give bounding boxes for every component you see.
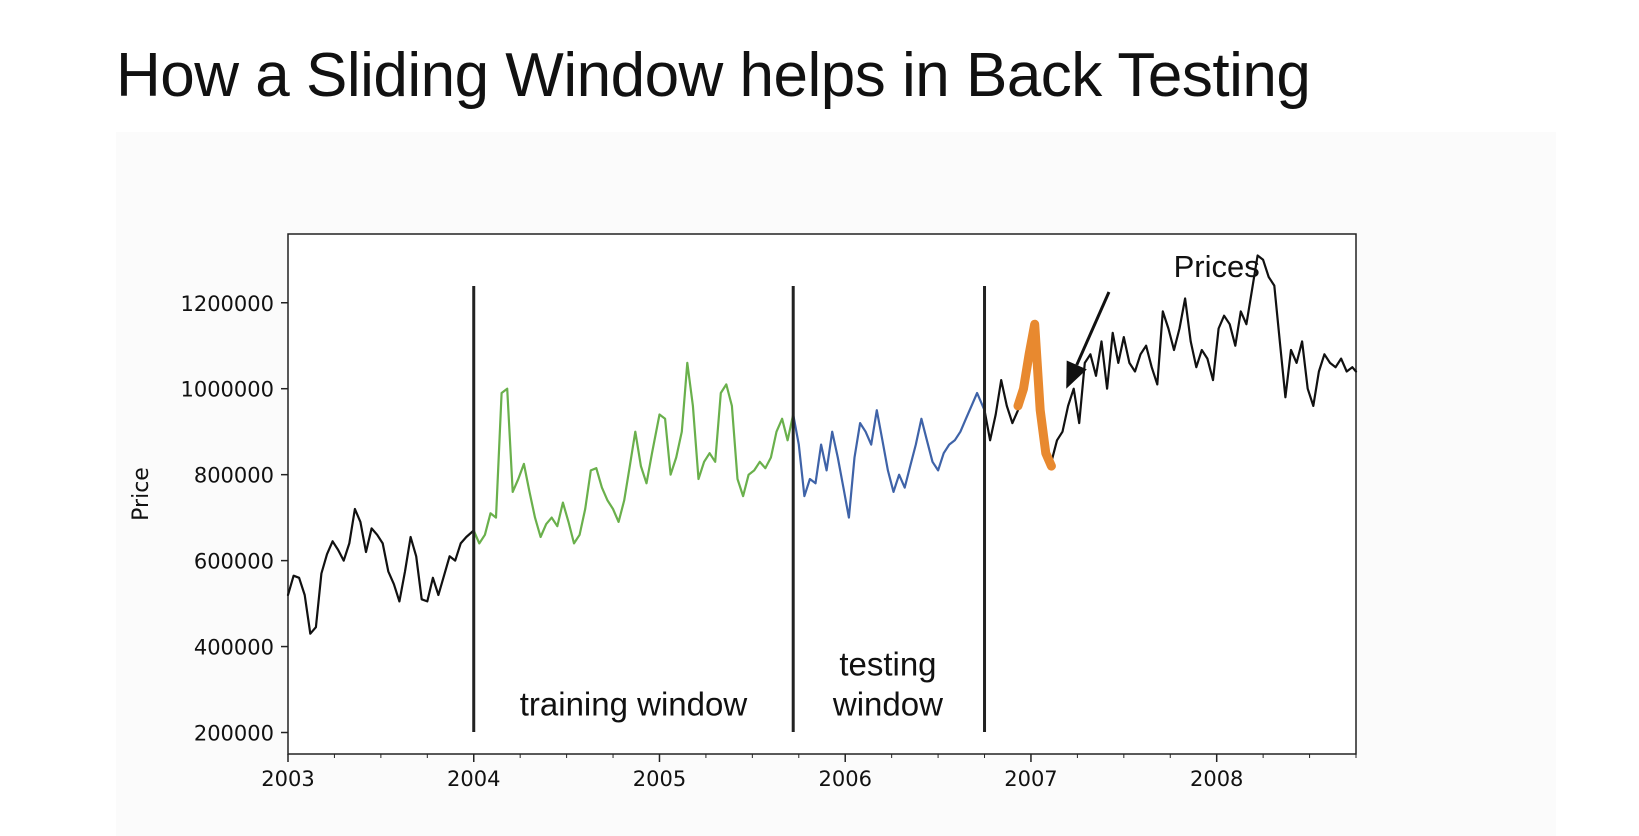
x-tick-label: 2003 [261,767,314,791]
window-label: window [832,685,943,722]
series-line-training [472,361,795,545]
y-tick-label: 800000 [194,464,274,488]
annotation-label: Prices [1174,249,1260,284]
slide-title: How a Sliding Window helps in Back Testi… [116,41,1311,110]
x-tick-label: 2007 [1004,767,1057,791]
axis-ticks: 200000 400000 600000 800000 1000000 1200000 20… [129,292,1357,791]
x-tick-label: 2004 [447,767,500,791]
y-tick-label: 1200000 [180,292,274,316]
y-tick-label: 400000 [194,636,274,660]
annotation-arrow-head [1066,360,1087,389]
annotation-arrow-shaft [1075,291,1111,366]
series-line-testing [792,391,986,519]
y-tick-label: 200000 [194,722,274,746]
x-tick-label: 2005 [633,767,686,791]
y-tick-label: 1000000 [180,378,274,402]
y-tick-label: 600000 [194,550,274,574]
annotations: Prices [1066,249,1260,389]
series-layer [286,254,1358,635]
series-line-price [286,507,475,635]
x-tick-label: 2008 [1190,767,1243,791]
price-line-chart: 200000 400000 600000 800000 1000000 1200000 20… [129,233,1358,791]
series-line-highlight [1013,319,1056,471]
y-axis-label: Price [129,467,154,521]
plot-frame [287,233,1357,755]
window-label: testing [839,645,936,682]
window-label: training window [520,685,748,722]
chart-panel: 200000 400000 600000 800000 1000000 1200000 20… [116,132,1556,836]
x-tick-label: 2006 [818,767,871,791]
